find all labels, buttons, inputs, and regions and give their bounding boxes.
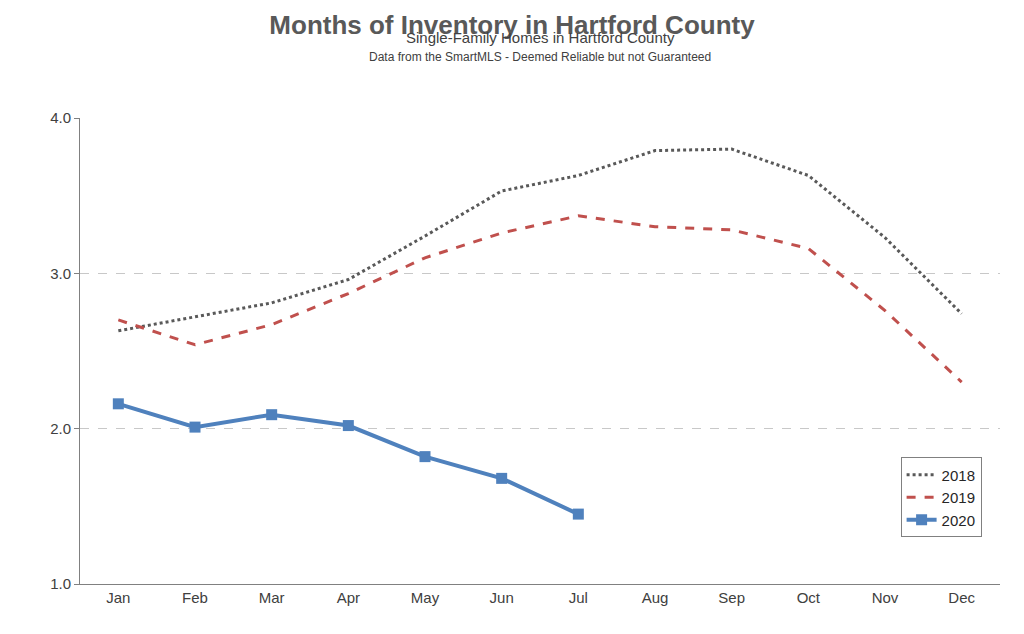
svg-text:May: May bbox=[411, 589, 440, 606]
svg-text:Months of Inventory in Hartfor: Months of Inventory in Hartford County bbox=[269, 10, 755, 40]
svg-text:1.0: 1.0 bbox=[50, 575, 71, 592]
svg-text:Aug: Aug bbox=[642, 589, 669, 606]
svg-text:2019: 2019 bbox=[942, 489, 975, 506]
svg-text:2020: 2020 bbox=[942, 512, 975, 529]
svg-text:4.0: 4.0 bbox=[50, 109, 71, 126]
svg-text:Jul: Jul bbox=[569, 589, 588, 606]
svg-text:Nov: Nov bbox=[872, 589, 899, 606]
svg-text:Sep: Sep bbox=[718, 589, 745, 606]
svg-text:Feb: Feb bbox=[182, 589, 208, 606]
svg-text:Data from the SmartMLS - Deeme: Data from the SmartMLS - Deemed Reliable… bbox=[369, 50, 711, 64]
svg-text:Apr: Apr bbox=[337, 589, 360, 606]
svg-text:Jun: Jun bbox=[490, 589, 514, 606]
svg-text:3.0: 3.0 bbox=[50, 265, 71, 282]
svg-text:Dec: Dec bbox=[948, 589, 975, 606]
svg-text:Oct: Oct bbox=[797, 589, 821, 606]
svg-text:2.0: 2.0 bbox=[50, 420, 71, 437]
svg-text:2018: 2018 bbox=[942, 467, 975, 484]
svg-text:Single-Family Homes in Hartfor: Single-Family Homes in Hartford County bbox=[406, 29, 675, 46]
svg-text:Mar: Mar bbox=[259, 589, 285, 606]
svg-text:Jan: Jan bbox=[106, 589, 130, 606]
